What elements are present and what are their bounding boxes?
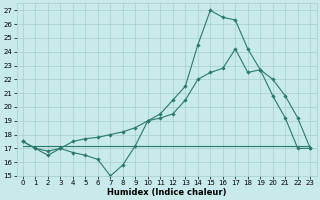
X-axis label: Humidex (Indice chaleur): Humidex (Indice chaleur) bbox=[107, 188, 226, 197]
